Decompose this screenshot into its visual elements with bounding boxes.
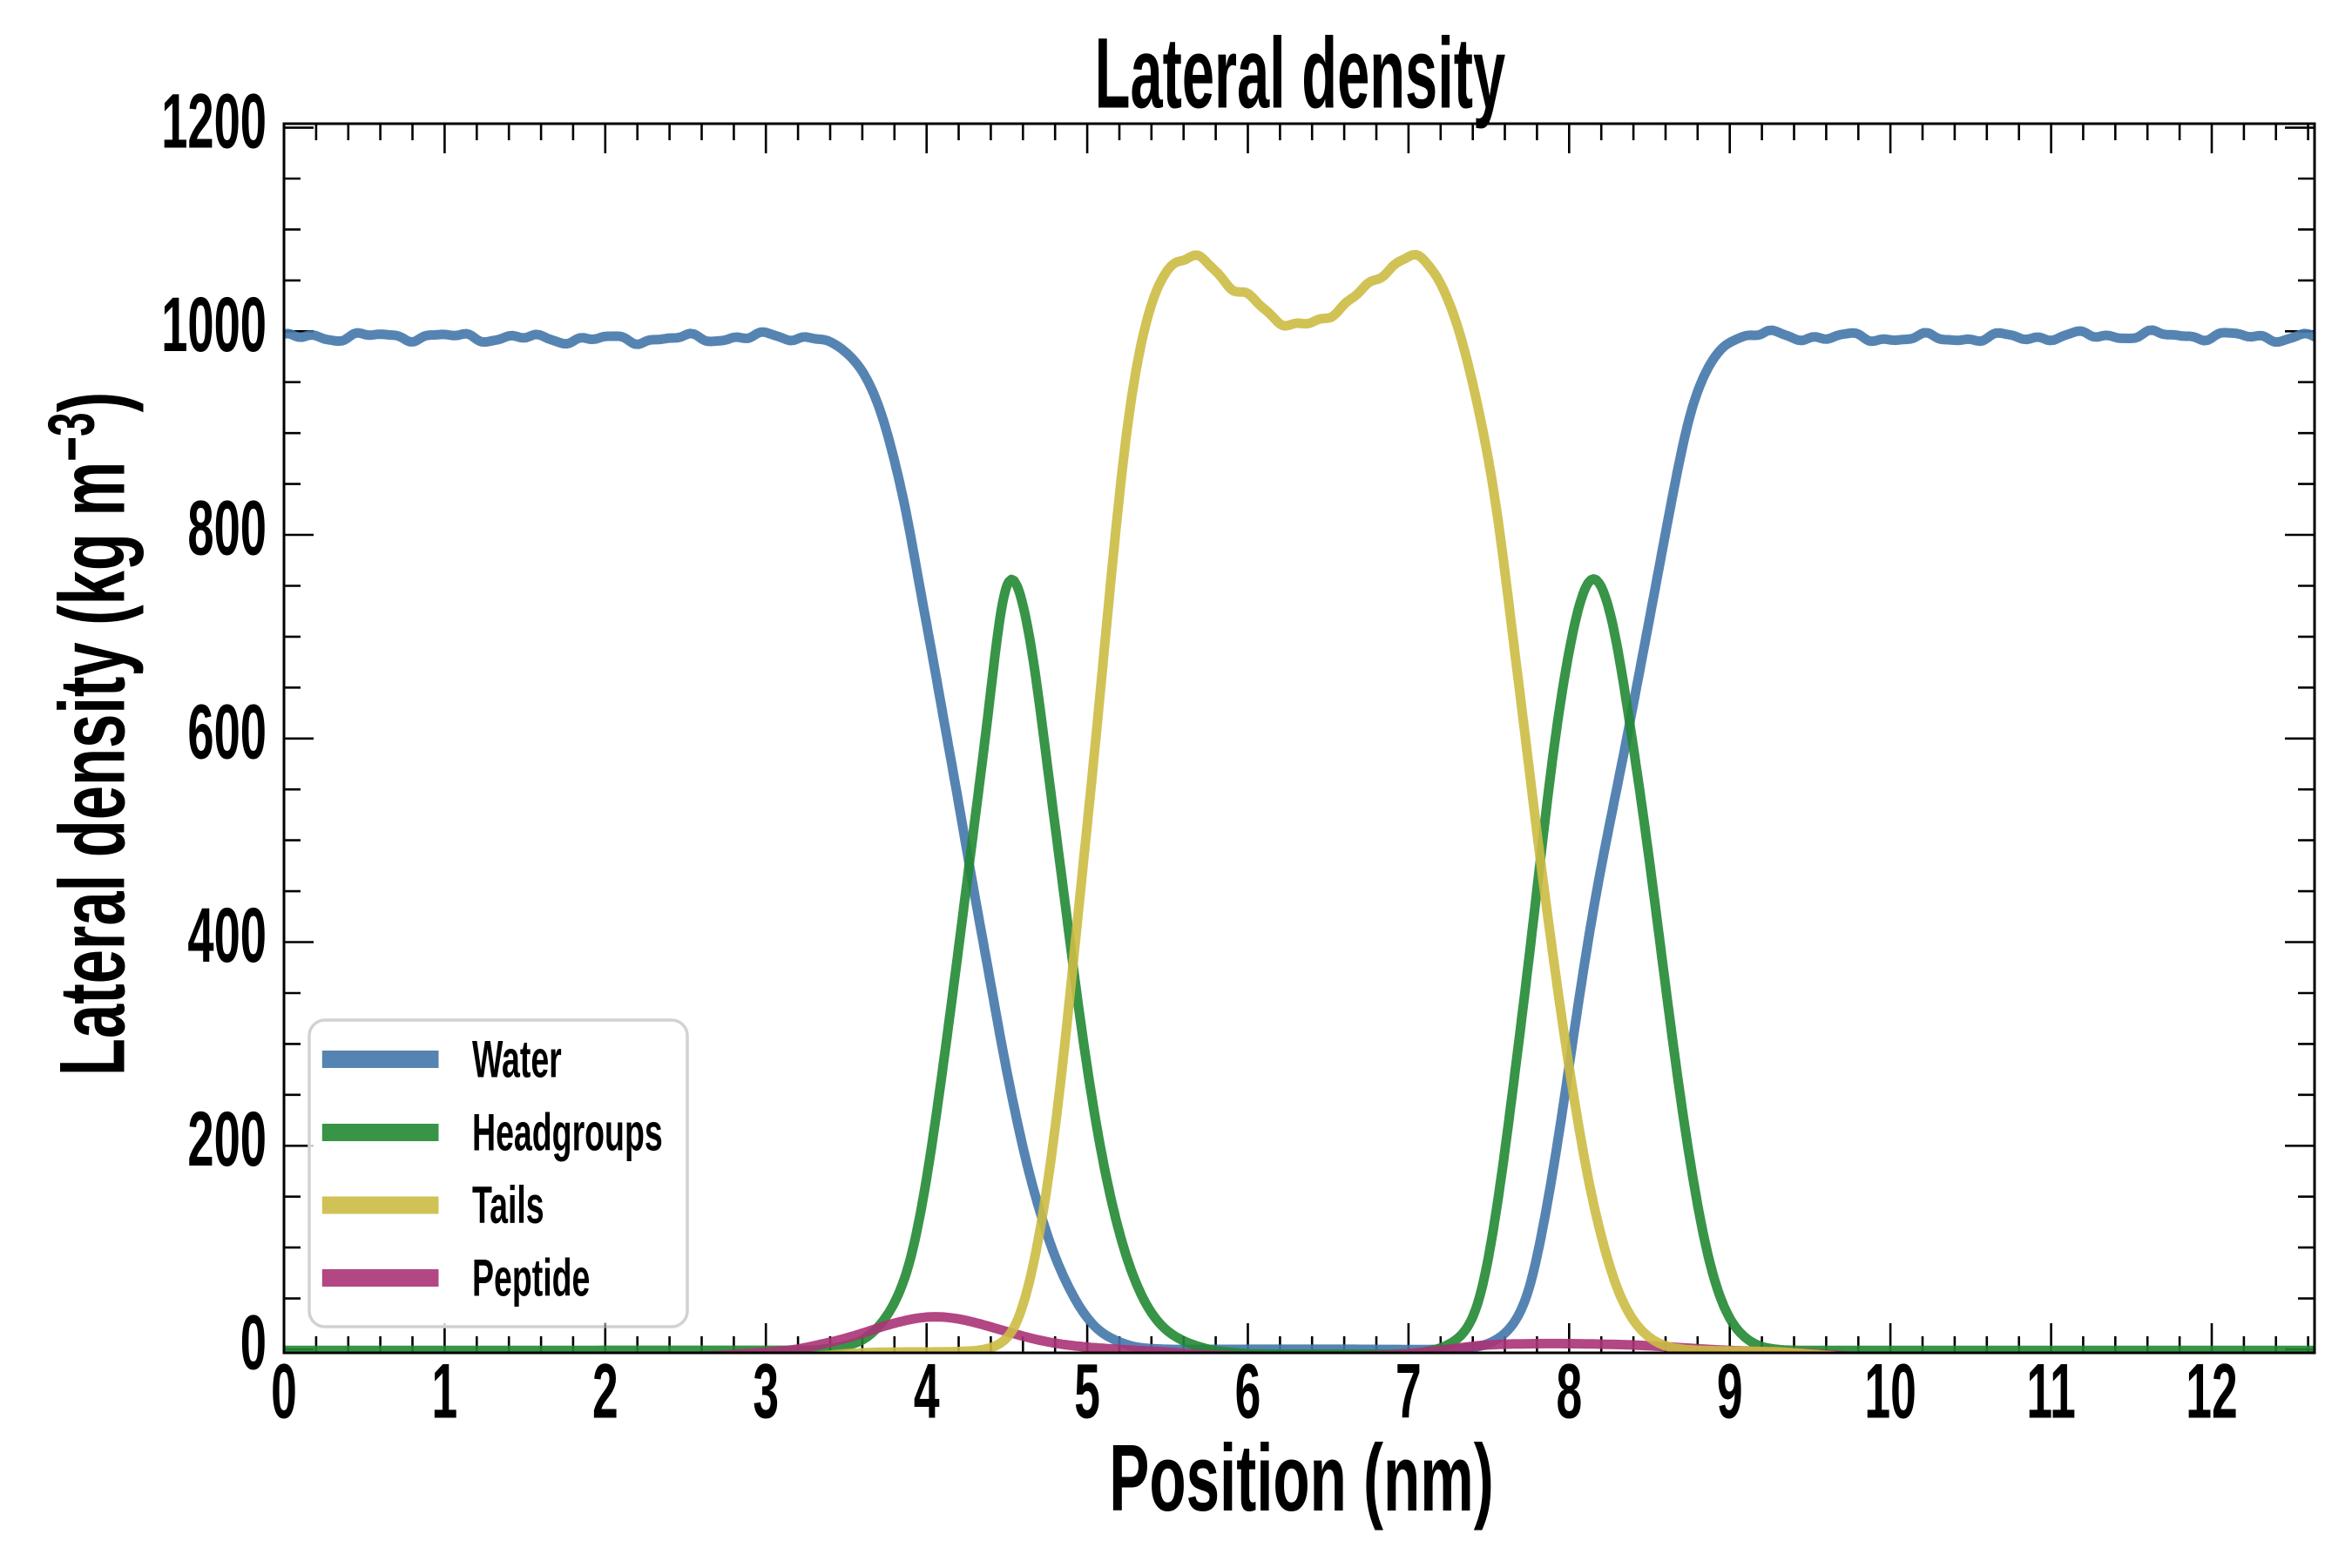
- svg-text:200: 200: [187, 1095, 267, 1182]
- svg-text:400: 400: [187, 891, 267, 978]
- svg-text:Water: Water: [472, 1031, 562, 1089]
- svg-text:Headgroups: Headgroups: [472, 1104, 663, 1162]
- svg-text:6: 6: [1235, 1348, 1261, 1435]
- svg-text:800: 800: [187, 484, 267, 571]
- svg-text:12: 12: [2186, 1348, 2237, 1435]
- svg-text:Lateral density (kg m−3): Lateral density (kg m−3): [37, 392, 145, 1076]
- svg-text:10: 10: [1864, 1348, 1916, 1435]
- svg-text:2: 2: [592, 1348, 618, 1435]
- svg-text:600: 600: [187, 688, 267, 775]
- svg-text:Tails: Tails: [472, 1176, 544, 1234]
- svg-text:4: 4: [914, 1348, 940, 1435]
- svg-text:Position (nm): Position (nm): [1109, 1425, 1493, 1531]
- svg-text:5: 5: [1074, 1348, 1100, 1435]
- svg-text:Lateral density: Lateral density: [1095, 17, 1506, 128]
- svg-text:Peptide: Peptide: [472, 1249, 590, 1308]
- svg-text:3: 3: [753, 1348, 779, 1435]
- svg-text:1: 1: [432, 1348, 458, 1435]
- svg-text:1200: 1200: [161, 77, 267, 164]
- svg-text:0: 0: [240, 1299, 267, 1386]
- svg-text:9: 9: [1717, 1348, 1743, 1435]
- svg-text:8: 8: [1556, 1348, 1582, 1435]
- svg-text:11: 11: [2026, 1348, 2075, 1435]
- svg-text:1000: 1000: [161, 280, 267, 368]
- svg-text:0: 0: [271, 1348, 297, 1435]
- svg-text:7: 7: [1396, 1348, 1422, 1435]
